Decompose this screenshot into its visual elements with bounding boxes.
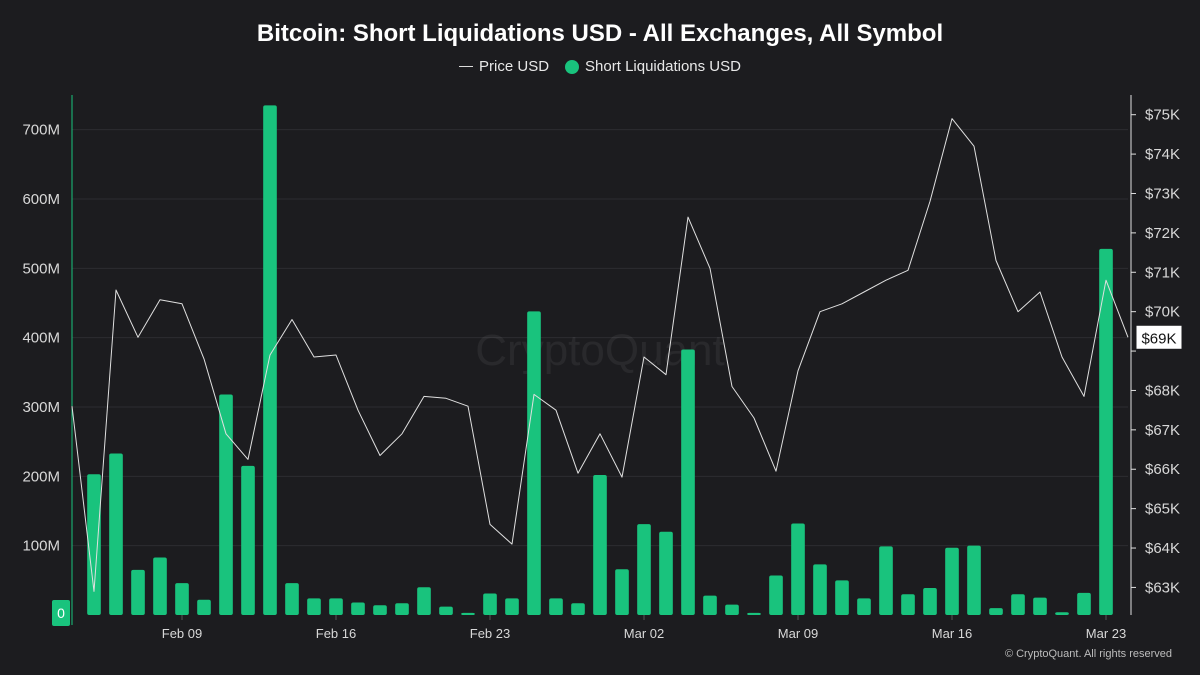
liquidation-bar[interactable] xyxy=(659,531,673,615)
liquidation-bar[interactable] xyxy=(285,583,299,615)
liquidation-bar[interactable] xyxy=(505,598,519,615)
legend-line-swatch xyxy=(459,66,474,67)
right-axis-tick-label: $74K xyxy=(1145,146,1180,163)
right-axis-tick-label: $70K xyxy=(1145,304,1180,321)
liquidation-bar[interactable] xyxy=(637,524,651,615)
liquidation-bar[interactable] xyxy=(923,587,937,615)
right-axis-tick-label: $67K xyxy=(1145,422,1180,439)
x-axis-tick-label: Feb 16 xyxy=(316,626,356,641)
right-axis-tick-label: $72K xyxy=(1145,225,1180,242)
right-axis-tick-label: $64K xyxy=(1145,540,1180,557)
zero-badge xyxy=(52,600,70,626)
left-axis-tick-label: 500M xyxy=(22,260,60,277)
liquidation-bar[interactable] xyxy=(593,474,607,615)
right-axis-tick-label: $75K xyxy=(1145,107,1180,124)
liquidation-bar[interactable] xyxy=(769,575,783,615)
liquidation-bar[interactable] xyxy=(307,598,321,615)
legend-label-price: Price USD xyxy=(479,58,550,75)
liquidation-bar[interactable] xyxy=(813,564,827,615)
left-axis-tick-label: 300M xyxy=(22,399,60,416)
left-axis-tick-label: 0 xyxy=(57,605,65,621)
legend-label-liquidations: Short Liquidations USD xyxy=(585,58,741,75)
liquidation-bar[interactable] xyxy=(439,606,453,615)
liquidation-bar[interactable] xyxy=(329,598,343,615)
left-axis-tick-label: 400M xyxy=(22,330,60,347)
liquidation-bar[interactable] xyxy=(967,545,981,615)
legend-dot-swatch xyxy=(565,59,580,74)
x-axis-tick-label: Feb 09 xyxy=(162,626,202,641)
x-axis-tick-label: Mar 16 xyxy=(932,626,972,641)
left-axis-tick-label: 100M xyxy=(22,538,60,555)
liquidation-bar[interactable] xyxy=(241,465,255,615)
liquidation-bar[interactable] xyxy=(351,602,365,615)
right-axis-tick-label: $73K xyxy=(1145,185,1180,202)
price-line[interactable] xyxy=(71,118,1129,592)
x-axis-tick-label: Mar 23 xyxy=(1086,626,1126,641)
liquidation-bar[interactable] xyxy=(417,587,431,615)
liquidation-bar[interactable] xyxy=(901,594,915,615)
liquidation-bar[interactable] xyxy=(461,612,475,615)
liquidation-bar[interactable] xyxy=(945,547,959,615)
left-axis-tick-label: 700M xyxy=(22,122,60,139)
x-axis-tick-label: Feb 23 xyxy=(470,626,510,641)
liquidation-bar[interactable] xyxy=(373,605,387,615)
liquidation-bar[interactable] xyxy=(483,593,497,615)
right-axis-tick-label: $65K xyxy=(1145,501,1180,518)
liquidation-bar[interactable] xyxy=(197,599,211,615)
x-axis-tick-label: Mar 09 xyxy=(778,626,818,641)
liquidation-bar[interactable] xyxy=(571,603,585,615)
right-axis-tick-label: $68K xyxy=(1145,382,1180,399)
liquidation-bar[interactable] xyxy=(175,583,189,615)
left-axis-tick-label: 200M xyxy=(22,468,60,485)
current-price-badge xyxy=(1136,325,1182,349)
liquidation-bar[interactable] xyxy=(1011,594,1025,615)
liquidation-bar[interactable] xyxy=(153,557,167,615)
left-axis-tick-label: 600M xyxy=(22,191,60,208)
liquidation-bar[interactable] xyxy=(1077,592,1091,615)
liquidation-bar[interactable] xyxy=(549,598,563,615)
copyright-footer: © CryptoQuant. All rights reserved xyxy=(1004,648,1172,660)
liquidation-bar[interactable] xyxy=(395,603,409,615)
liquidation-bar[interactable] xyxy=(1055,612,1069,615)
liquidation-bar[interactable] xyxy=(109,453,123,615)
legend-item-price[interactable]: Price USD xyxy=(459,58,549,75)
liquidation-bar[interactable] xyxy=(703,595,717,615)
right-axis-tick-label: $66K xyxy=(1145,461,1180,478)
liquidation-bar[interactable] xyxy=(879,546,893,615)
right-axis-tick-label: $71K xyxy=(1145,264,1180,281)
liquidation-bar[interactable] xyxy=(835,580,849,615)
x-axis-tick-label: Mar 02 xyxy=(624,626,664,641)
liquidation-bar[interactable] xyxy=(681,349,695,615)
liquidation-bar[interactable] xyxy=(747,612,761,615)
liquidation-bar[interactable] xyxy=(219,394,233,615)
chart-title: Bitcoin: Short Liquidations USD - All Ex… xyxy=(256,20,944,47)
liquidation-bar[interactable] xyxy=(87,474,101,615)
liquidation-bar[interactable] xyxy=(527,311,541,615)
liquidation-bar[interactable] xyxy=(1033,597,1047,615)
liquidation-bar[interactable] xyxy=(725,604,739,615)
current-price-label: $69K xyxy=(1141,330,1176,347)
liquidation-bar[interactable] xyxy=(615,569,629,615)
liquidation-bar[interactable] xyxy=(1099,248,1113,616)
legend-item-liquidations[interactable]: Short Liquidations USD xyxy=(565,58,741,75)
right-axis-tick-label: $63K xyxy=(1145,579,1180,596)
liquidation-bar[interactable] xyxy=(791,523,805,615)
legend: Price USD Short Liquidations USD xyxy=(0,58,1200,75)
liquidation-bar[interactable] xyxy=(857,598,871,615)
liquidation-bar[interactable] xyxy=(131,569,145,615)
liquidation-bar[interactable] xyxy=(989,608,1003,615)
liquidation-bar[interactable] xyxy=(263,105,277,616)
